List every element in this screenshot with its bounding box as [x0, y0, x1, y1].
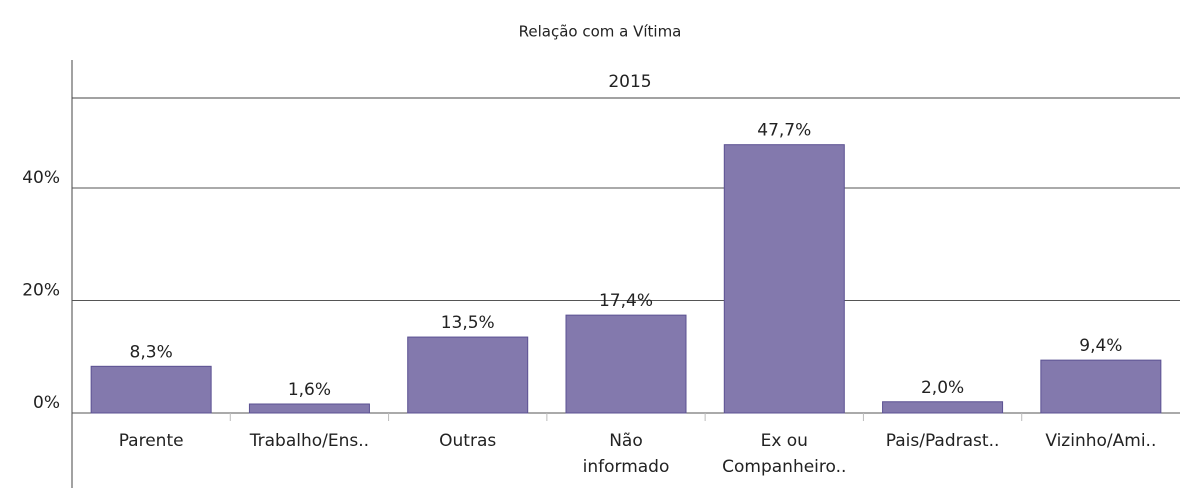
value-label: 2,0%	[921, 378, 964, 398]
value-label: 17,4%	[599, 291, 653, 311]
x-tick-label: Outras	[439, 431, 496, 451]
value-label: 13,5%	[441, 313, 495, 333]
bar	[723, 144, 845, 414]
bar	[248, 403, 370, 414]
y-tick-label: 0%	[33, 393, 60, 413]
value-label: 1,6%	[288, 380, 331, 400]
bar	[407, 336, 529, 414]
chart-title: Relação com a Vítima	[519, 23, 682, 41]
panel-header: 2015	[608, 72, 651, 92]
bar	[90, 365, 212, 414]
y-tick-label: 40%	[22, 168, 60, 188]
bar	[1040, 359, 1162, 414]
value-label: 47,7%	[757, 121, 811, 141]
x-tick-label: Trabalho/Ens..	[249, 431, 369, 451]
x-tick-label: Parente	[119, 431, 184, 451]
x-tick-label: Pais/Padrast..	[886, 431, 1000, 451]
value-label: 9,4%	[1079, 336, 1122, 356]
x-tick-label: Não informado	[583, 431, 670, 477]
x-tick-label: Ex ou Companheiro..	[722, 431, 846, 477]
bar	[882, 401, 1004, 414]
value-label: 8,3%	[130, 342, 173, 362]
y-tick-label: 20%	[22, 281, 60, 301]
bar	[565, 314, 687, 414]
x-tick-label: Vizinho/Ami..	[1045, 431, 1156, 451]
